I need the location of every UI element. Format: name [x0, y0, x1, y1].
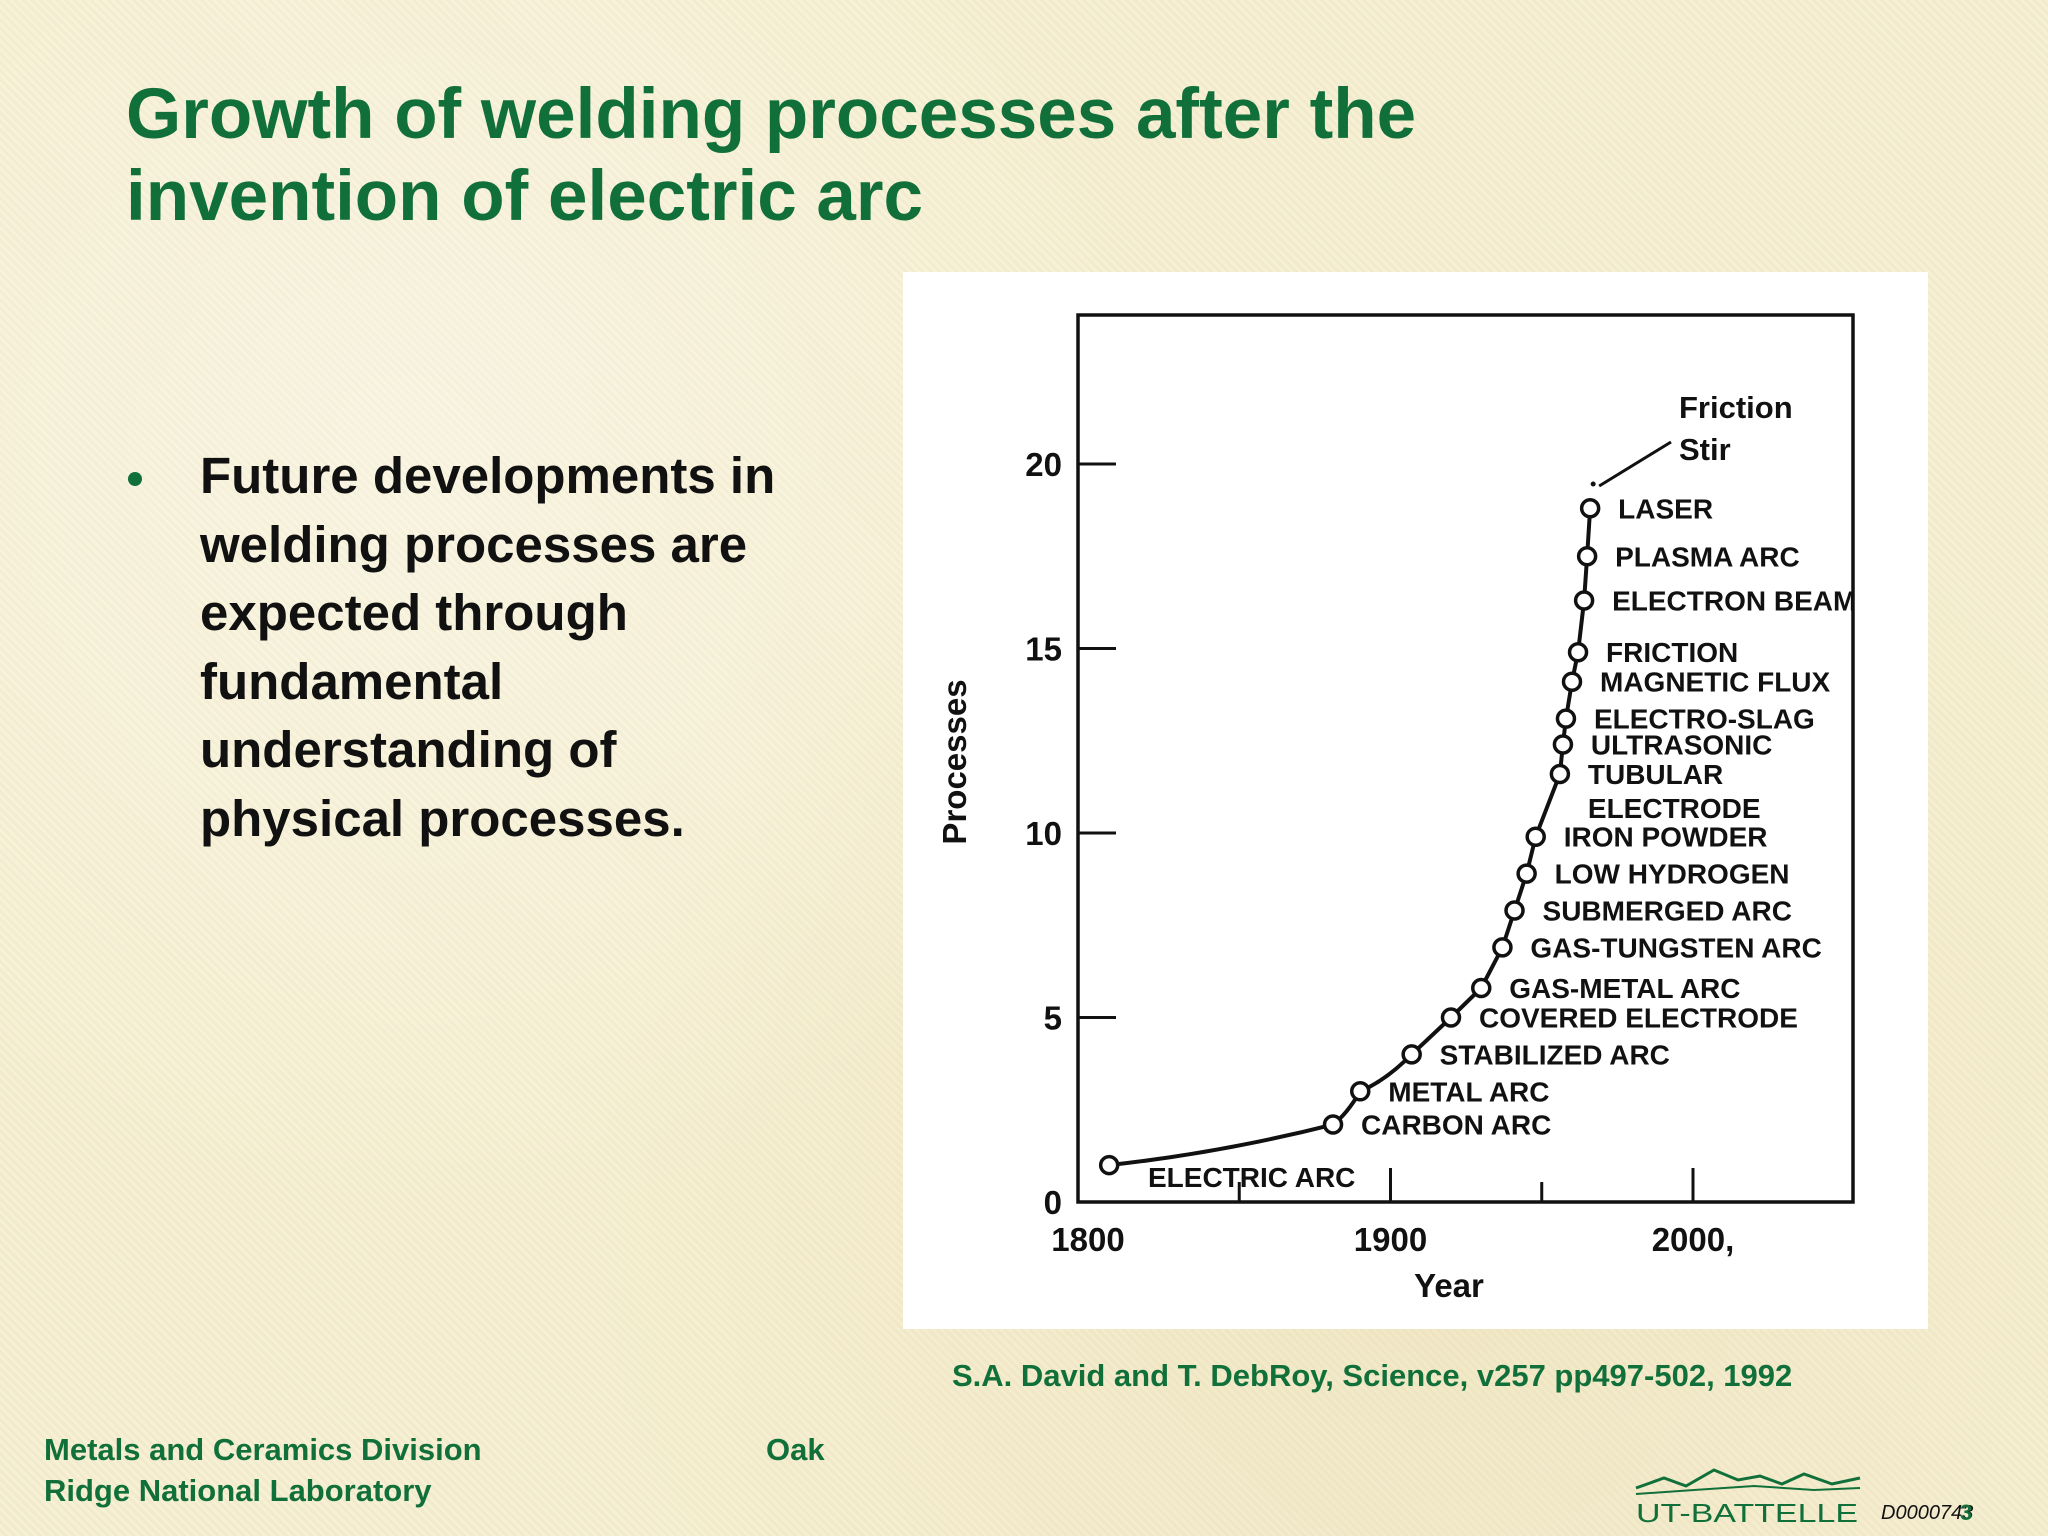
data-point: [1525, 826, 1546, 847]
data-points: [1098, 498, 1601, 1176]
annotation-label-line-1: Friction: [1679, 390, 1793, 425]
point-label: TUBULAR: [1588, 759, 1723, 790]
data-point: [1579, 498, 1601, 519]
point-label: GAS-METAL ARC: [1509, 973, 1740, 1004]
y-tick-label: 10: [1025, 815, 1062, 852]
x-tick-label: 1900: [1354, 1221, 1427, 1258]
point-label: ELECTRODE: [1588, 793, 1761, 824]
page-number: 3: [1960, 1500, 1973, 1525]
point-label: FRICTION: [1606, 637, 1738, 668]
data-point: [1322, 1114, 1344, 1135]
y-tick-label: 15: [1025, 631, 1062, 668]
bullet-text: Future developments in welding processes…: [200, 442, 900, 853]
friction-stir-point: [1590, 481, 1596, 487]
point-label: STABILIZED ARC: [1440, 1039, 1670, 1070]
x-tick-label: 2000,: [1652, 1221, 1735, 1258]
logo-text: UT-BATTELLE: [1636, 1498, 1858, 1528]
data-point: [1471, 977, 1492, 999]
data-point: [1567, 641, 1589, 663]
data-point: [1576, 546, 1598, 567]
point-label: ELECTRIC ARC: [1148, 1162, 1355, 1193]
y-axis-label: Processes: [936, 679, 973, 844]
data-point: [1504, 900, 1525, 921]
data-point: [1516, 863, 1537, 884]
data-point: [1350, 1081, 1371, 1102]
ut-battelle-logo: UT-BATTELLE: [1634, 1464, 1864, 1533]
point-label: SUBMERGED ARC: [1543, 895, 1792, 926]
y-tick-label: 20: [1025, 446, 1062, 483]
point-label: COVERED ELECTRODE: [1479, 1003, 1798, 1034]
bullet-line: physical processes.: [200, 789, 685, 847]
annotation-leader-line: [1598, 440, 1672, 488]
bullet-line: welding processes are: [200, 515, 748, 573]
footer-oak: Oak: [766, 1432, 825, 1467]
x-axis-label: Year: [1414, 1267, 1484, 1304]
bullet-line: fundamental: [200, 652, 504, 710]
point-label: GAS-TUNGSTEN ARC: [1530, 932, 1821, 963]
plot-frame: [1076, 313, 1855, 1204]
data-point: [1440, 1007, 1462, 1028]
slide-title: Growth of welding processes after the in…: [126, 74, 1826, 238]
point-label: ELECTRON BEAM: [1612, 586, 1856, 617]
bullet-line: Future developments in: [200, 447, 776, 504]
point-label: ULTRASONIC: [1591, 729, 1772, 760]
point-label: PLASMA ARC: [1615, 541, 1800, 572]
slide-title-line-2: invention of electric arc: [126, 157, 924, 236]
data-point: [1552, 734, 1574, 755]
mountain-icon: [1635, 1468, 1861, 1490]
y-tick-label: 5: [1044, 1000, 1062, 1037]
annotation-label-line-2: Stir: [1679, 432, 1731, 467]
point-label: LOW HYDROGEN: [1555, 859, 1790, 890]
y-axis: 0 5 10 15 20: [1025, 446, 1116, 1221]
friction-stir-annotation: Friction Stir: [1590, 390, 1793, 488]
citation: S.A. David and T. DebRoy, Science, v257 …: [952, 1358, 1793, 1393]
point-label: LASER: [1618, 493, 1713, 524]
point-label: MAGNETIC FLUX: [1600, 667, 1831, 698]
data-point: [1573, 590, 1595, 611]
bullet-line: expected through: [200, 584, 628, 641]
point-label: CARBON ARC: [1361, 1110, 1551, 1141]
data-point: [1401, 1044, 1422, 1065]
y-tick-label: 0: [1044, 1184, 1062, 1221]
data-point: [1561, 671, 1583, 692]
data-point: [1492, 937, 1513, 958]
document-id: D0000743: [1881, 1502, 1974, 1524]
chart-figure: 0 5 10 15 20 1800 1900 2000, Processes Year EL…: [903, 272, 1928, 1329]
data-point: [1549, 763, 1571, 785]
bullet-dot-icon: [128, 472, 142, 486]
point-label: METAL ARC: [1388, 1076, 1549, 1107]
x-axis: 1800 1900 2000,: [1051, 1168, 1734, 1258]
point-label: ELECTRO-SLAG: [1594, 704, 1815, 735]
slide-title-line-1: Growth of welding processes after the: [126, 75, 1417, 154]
footer-lab: Ridge National Laboratory: [44, 1473, 432, 1508]
welding-processes-chart: 0 5 10 15 20 1800 1900 2000, Processes Year EL…: [936, 313, 1856, 1304]
bullet-line: understanding of: [200, 721, 617, 778]
footer-division: Metals and Ceramics Division: [44, 1432, 482, 1467]
data-point: [1098, 1154, 1120, 1176]
point-label: IRON POWDER: [1564, 822, 1768, 853]
data-point: [1555, 708, 1577, 729]
x-tick-label: 1800: [1051, 1221, 1124, 1258]
